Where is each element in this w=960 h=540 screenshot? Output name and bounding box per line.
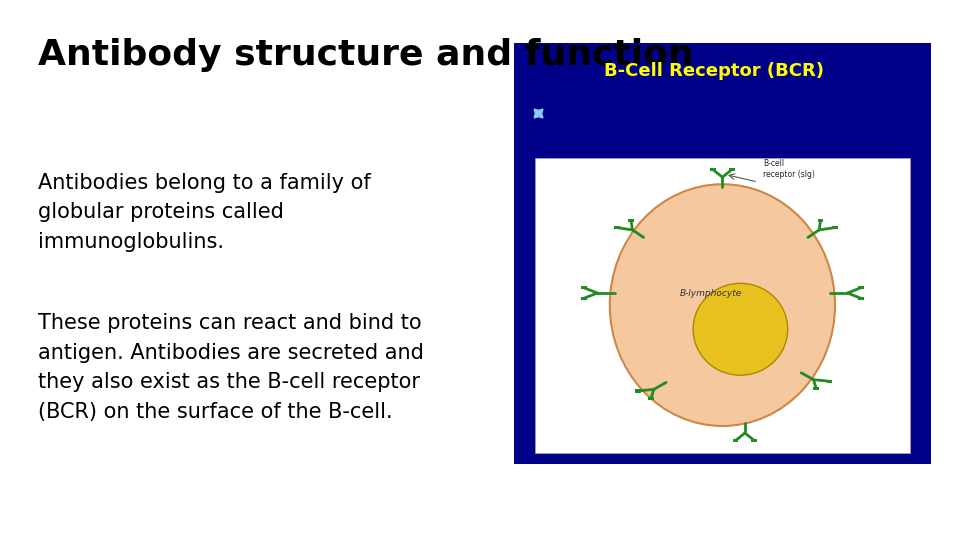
Bar <box>729 168 734 171</box>
Bar <box>858 286 864 289</box>
Bar <box>732 439 738 442</box>
Text: Antibody structure and function: Antibody structure and function <box>38 38 694 72</box>
Text: B-Cell Receptor (BCR): B-Cell Receptor (BCR) <box>604 62 824 80</box>
Bar <box>710 168 716 171</box>
Bar <box>514 43 931 464</box>
Bar <box>818 219 824 222</box>
Bar <box>628 219 634 222</box>
Text: Antibodies belong to a family of
globular proteins called
immunoglobulins.: Antibodies belong to a family of globula… <box>38 173 372 252</box>
Bar <box>832 226 838 229</box>
Bar <box>581 296 587 300</box>
Text: These proteins can react and bind to
antigen. Antibodies are secreted and
they a: These proteins can react and bind to ant… <box>38 313 424 422</box>
Text: B-cell
receptor (sIg): B-cell receptor (sIg) <box>763 159 815 179</box>
Bar <box>858 296 864 300</box>
Bar <box>648 397 654 400</box>
Bar <box>752 439 757 442</box>
Bar <box>635 389 640 393</box>
Ellipse shape <box>610 184 835 426</box>
Bar <box>827 380 832 383</box>
Bar <box>613 226 619 229</box>
Bar <box>581 286 587 289</box>
Bar <box>813 387 819 390</box>
Bar <box>535 158 910 453</box>
Text: B-lymphocyte: B-lymphocyte <box>680 288 742 298</box>
Ellipse shape <box>693 284 788 375</box>
